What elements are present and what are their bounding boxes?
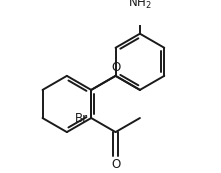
Text: O: O xyxy=(111,61,120,74)
Text: Br: Br xyxy=(74,112,88,125)
Text: NH$_2$: NH$_2$ xyxy=(128,0,152,11)
Text: O: O xyxy=(111,158,120,171)
